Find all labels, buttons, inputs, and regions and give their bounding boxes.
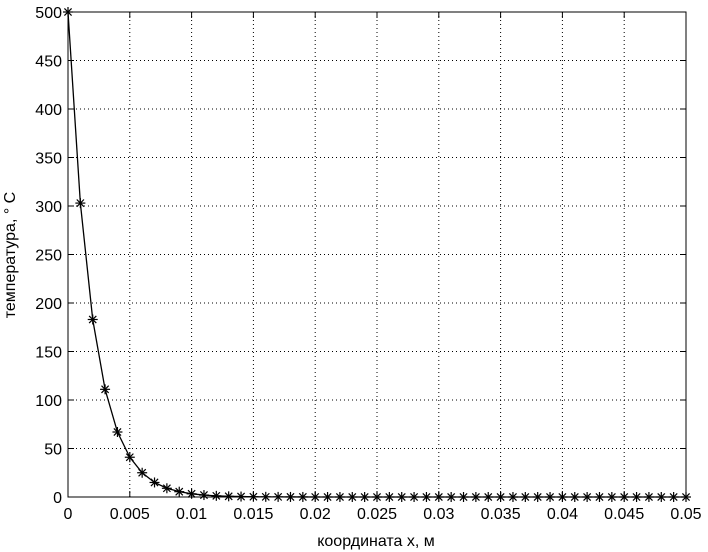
y-tick-labels: 0 50 100 150 200 250 300 350 400 450 500 (35, 5, 62, 507)
x-tick-label: 0.045 (604, 506, 644, 523)
y-tick-label: 400 (35, 102, 62, 119)
data-point-marker (87, 314, 98, 325)
x-tick-label: 0.005 (110, 506, 150, 523)
data-point-marker (100, 384, 111, 395)
data-point-marker (124, 452, 135, 463)
y-tick-label: 350 (35, 151, 62, 168)
x-tick-label: 0.02 (300, 506, 331, 523)
y-tick-label: 450 (35, 54, 62, 71)
data-point-marker (174, 486, 185, 497)
x-tick-labels: 0 0.005 0.01 0.015 0.02 0.025 0.03 0.035 0.04 0.0… (64, 506, 702, 523)
data-point-marker (112, 427, 123, 438)
data-point-marker (149, 477, 160, 488)
y-tick-label: 100 (35, 393, 62, 410)
data-point-marker (223, 491, 234, 502)
x-tick-label: 0.035 (481, 506, 521, 523)
data-point-marker (186, 488, 197, 499)
x-tick-label: 0.05 (670, 506, 701, 523)
y-tick-label: 300 (35, 199, 62, 216)
data-point-marker (137, 467, 148, 478)
y-tick-label: 500 (35, 5, 62, 22)
y-axis-label: температура, ° C (2, 192, 19, 318)
y-tick-label: 150 (35, 345, 62, 362)
x-tick-label: 0 (64, 506, 73, 523)
plot-frame (67, 11, 687, 498)
x-tick-label: 0.01 (176, 506, 207, 523)
y-tick-label: 250 (35, 248, 62, 265)
x-axis-label: координата x, м (317, 533, 435, 550)
data-point-marker (211, 490, 222, 501)
data-point-marker (75, 198, 86, 209)
y-tick-label: 200 (35, 296, 62, 313)
x-tick-label: 0.04 (547, 506, 578, 523)
grid (68, 12, 686, 497)
data-point-marker (161, 483, 172, 494)
x-tick-label: 0.03 (423, 506, 454, 523)
data-point-marker (198, 490, 209, 501)
x-tick-label: 0.025 (357, 506, 397, 523)
x-tick-label: 0.015 (233, 506, 273, 523)
y-tick-label: 0 (53, 490, 62, 507)
y-tick-label: 50 (44, 442, 62, 459)
